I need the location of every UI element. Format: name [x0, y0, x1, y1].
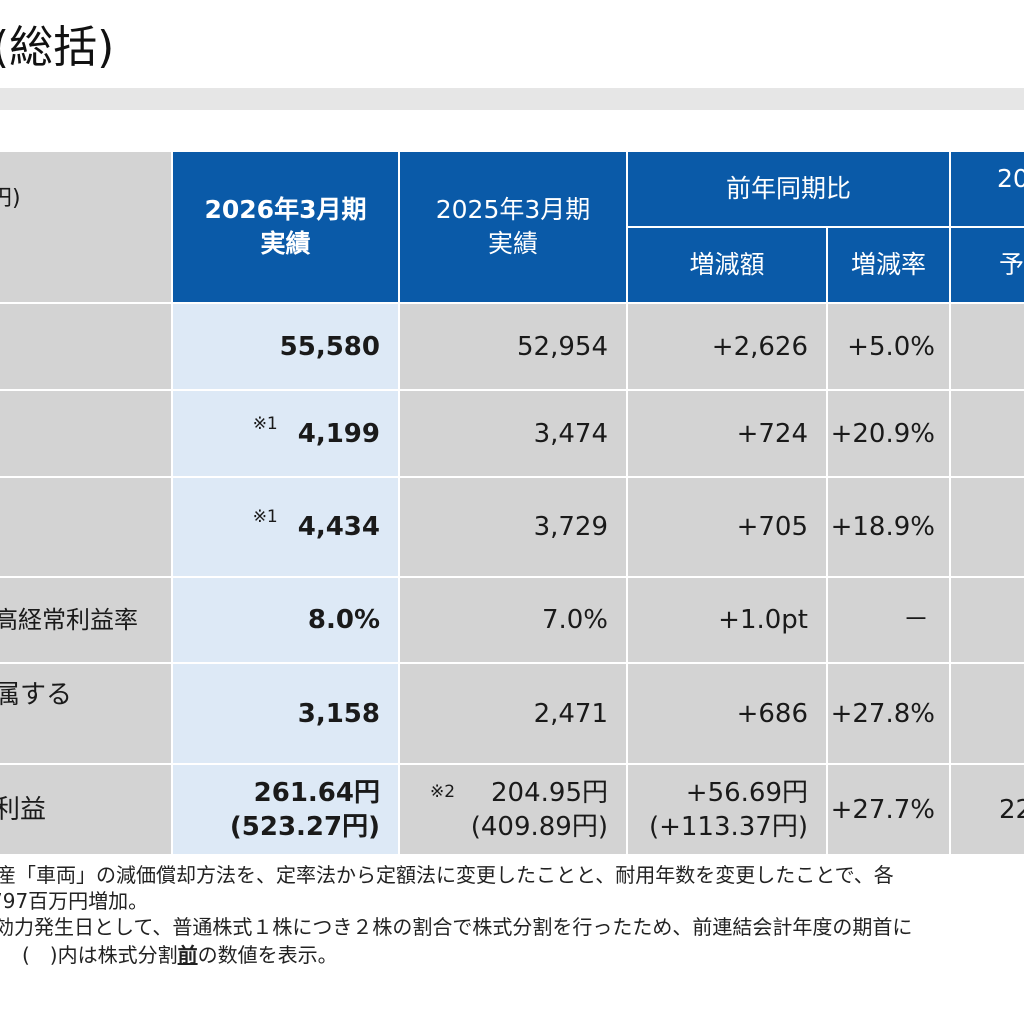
- row-label-cell: 属する: [0, 664, 171, 763]
- row-label: 高経常利益率: [0, 606, 138, 634]
- prior-value-cell: 52,954: [400, 304, 626, 389]
- row-label-cell: [0, 391, 171, 476]
- footnote-line-4: ( )内は株式分割前の数値を表示。: [22, 942, 338, 968]
- yoy-amount-cell: +2,626: [628, 304, 826, 389]
- yoy-amount-value: +2,626: [711, 331, 808, 362]
- current-period-year: 2026年3月期: [204, 195, 367, 224]
- yoy-rate-cell: +27.8%: [828, 664, 949, 763]
- yoy-rate-cell: +20.9%: [828, 391, 949, 476]
- yoy-amount-cell: +724: [628, 391, 826, 476]
- header-yoy-amount: 増減額: [628, 228, 826, 302]
- header-forecast: 20: [951, 152, 1024, 226]
- row-label: 利益: [0, 794, 47, 825]
- current-value: 55,580: [279, 331, 380, 362]
- prior-value: 7.0%: [541, 605, 608, 635]
- forecast-cell: [951, 578, 1024, 662]
- prior-value: 204.95円: [491, 777, 608, 808]
- current-value-cell: ※1 4,434: [173, 478, 398, 576]
- yoy-rate-value: +27.8%: [830, 698, 935, 729]
- current-value-cell: ※1 4,199: [173, 391, 398, 476]
- forecast-cell: [951, 664, 1024, 763]
- yoy-rate-value: +18.9%: [830, 512, 935, 542]
- prior-value-presplit: (409.89円): [470, 811, 608, 842]
- prior-period-type: 実績: [487, 229, 538, 258]
- footnote-line-3: 効力発生日として、普通株式１株につき２株の割合で株式分割を行ったため、前連結会計…: [0, 915, 913, 939]
- forecast-cell: [951, 304, 1024, 389]
- yoy-rate-cell: +18.9%: [828, 478, 949, 576]
- yoy-rate-value: +27.7%: [830, 794, 935, 825]
- yoy-rate-cell: +27.7%: [828, 765, 949, 854]
- current-value-cell: 8.0%: [173, 578, 398, 662]
- current-period-type: 実績: [260, 229, 311, 258]
- current-value-cell: 55,580: [173, 304, 398, 389]
- prior-period-year: 2025年3月期: [435, 195, 591, 224]
- prior-value: 52,954: [517, 331, 608, 362]
- header-forecast-sub: 予: [951, 228, 1024, 302]
- prior-value-cell: 2,471: [400, 664, 626, 763]
- footnote-line-4-emphasis: 前: [177, 943, 198, 967]
- yoy-amount-cell: +56.69円 (+113.37円): [628, 765, 826, 854]
- footnote-line-4-post: の数値を表示。: [197, 943, 338, 967]
- yoy-amount-cell: +686: [628, 664, 826, 763]
- forecast-cell: 22: [951, 765, 1024, 854]
- prior-value: 3,474: [533, 418, 608, 449]
- yoy-amount-label: 増減額: [689, 250, 765, 279]
- yoy-label: 前年同期比: [725, 174, 851, 203]
- unit-label: 円): [0, 186, 21, 211]
- yoy-rate-label: 増減率: [850, 250, 926, 279]
- forecast-value: 22: [999, 794, 1024, 825]
- current-value: 4,199: [297, 418, 380, 449]
- forecast-sub-label: 予: [999, 250, 1024, 279]
- yoy-amount-value: +1.0pt: [718, 605, 808, 635]
- yoy-rate-value: +5.0%: [847, 331, 935, 362]
- current-value-cell: 261.64円 (523.27円): [173, 765, 398, 854]
- forecast-year-label: 20: [997, 164, 1024, 193]
- current-value: 261.64円: [253, 777, 380, 808]
- row-label-cell: 利益: [0, 765, 171, 854]
- yoy-amount-value: +686: [736, 698, 808, 729]
- header-unit-cell: 円): [0, 152, 171, 302]
- row-label-cell: 高経常利益率: [0, 578, 171, 662]
- yoy-amount-presplit: (+113.37円): [648, 811, 808, 842]
- forecast-cell: [951, 478, 1024, 576]
- header-yoy-rate: 増減率: [828, 228, 949, 302]
- header-yoy: 前年同期比: [628, 152, 949, 226]
- yoy-amount-cell: +705: [628, 478, 826, 576]
- forecast-cell: [951, 391, 1024, 476]
- yoy-amount-value: +705: [736, 512, 808, 542]
- current-value: 8.0%: [307, 605, 380, 635]
- title-underline-bar: [0, 88, 1024, 110]
- current-value: 3,158: [297, 698, 380, 729]
- prior-value-cell: 3,729: [400, 478, 626, 576]
- yoy-rate-cell: －: [828, 578, 949, 662]
- prior-value-cell: ※2 204.95円 (409.89円): [400, 765, 626, 854]
- prior-value: 2,471: [533, 698, 608, 729]
- yoy-amount-value: +724: [736, 418, 808, 449]
- prior-value: 3,729: [533, 512, 608, 542]
- yoy-rate-value: －: [902, 605, 929, 635]
- footnote-line-4-pre: ( )内は株式分割: [22, 943, 178, 967]
- row-label: 属する: [0, 680, 73, 710]
- current-value-presplit: (523.27円): [229, 811, 380, 842]
- yoy-amount-value: +56.69円: [685, 777, 808, 808]
- prior-value-cell: 7.0%: [400, 578, 626, 662]
- footnote-mark: ※1: [252, 413, 278, 434]
- current-value: 4,434: [297, 512, 380, 542]
- footnote-mark: ※1: [252, 507, 278, 527]
- row-label-cell: [0, 478, 171, 576]
- footnote-line-1: 産「車両」の減価償却方法を、定率法から定額法に変更したことと、耐用年数を変更した…: [0, 863, 894, 887]
- footnote-mark: ※2: [430, 782, 456, 802]
- prior-value-cell: 3,474: [400, 391, 626, 476]
- page-title: (総括): [0, 22, 115, 73]
- current-value-cell: 3,158: [173, 664, 398, 763]
- yoy-rate-value: +20.9%: [830, 418, 935, 449]
- footnote-line-2: 797百万円増加。: [0, 889, 149, 913]
- header-current-period: 2026年3月期 実績: [173, 152, 398, 302]
- yoy-amount-cell: +1.0pt: [628, 578, 826, 662]
- yoy-rate-cell: +5.0%: [828, 304, 949, 389]
- header-prior-period: 2025年3月期 実績: [400, 152, 626, 302]
- prior-value-group: 204.95円 (409.89円): [471, 776, 608, 844]
- row-label-cell: [0, 304, 171, 389]
